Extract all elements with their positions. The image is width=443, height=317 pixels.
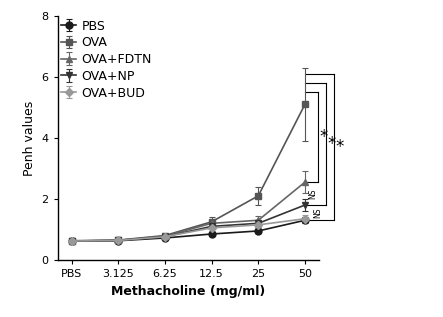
Text: *: * [327,135,336,153]
Text: NS: NS [309,188,318,199]
X-axis label: Methacholine (mg/ml): Methacholine (mg/ml) [111,285,265,298]
Text: NS: NS [313,207,323,218]
Text: *: * [335,138,344,156]
Legend: PBS, OVA, OVA+FDTN, OVA+NP, OVA+BUD: PBS, OVA, OVA+FDTN, OVA+NP, OVA+BUD [60,18,153,101]
Text: *: * [319,128,328,146]
Y-axis label: Penh values: Penh values [23,100,36,176]
